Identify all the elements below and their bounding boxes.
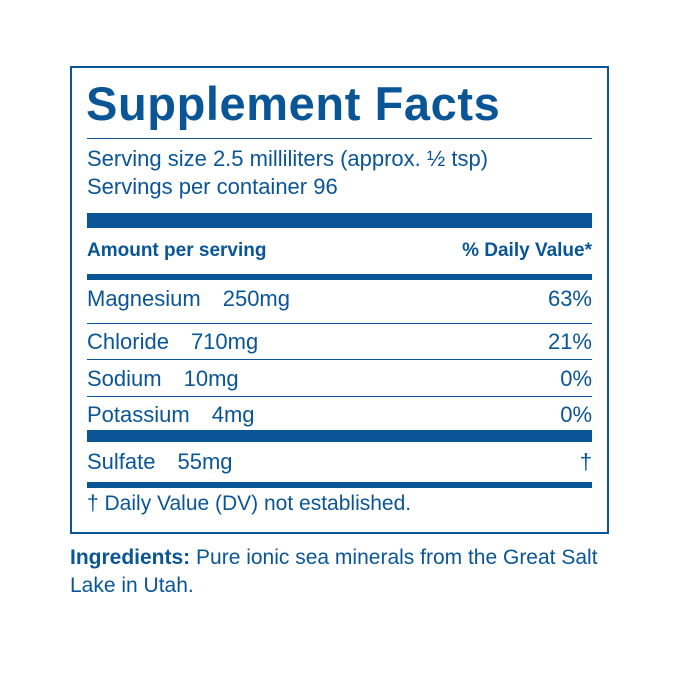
nutrient-amount: 250mg	[222, 286, 290, 311]
nutrient-label: Sulfate 55mg	[87, 448, 233, 476]
nutrient-label: Potassium 4mg	[87, 401, 255, 429]
nutrient-dv: †	[579, 449, 592, 474]
panel-content: Supplement Facts Serving size 2.5 millil…	[86, 68, 592, 532]
title-divider	[87, 138, 592, 139]
nutrient-name: Chloride	[87, 329, 169, 354]
nutrient-amount: 55mg	[177, 449, 233, 474]
footnote-divider	[87, 482, 592, 488]
nutrient-dv: 21%	[547, 329, 592, 354]
nutrient-row-magnesium: Magnesium 250mg 63%	[87, 283, 592, 317]
nutrient-amount: 710mg	[190, 329, 259, 354]
panel-title: Supplement Facts	[86, 77, 501, 130]
nutrient-amount: 4mg	[211, 402, 255, 427]
nutrient-label: Magnesium 250mg	[87, 285, 290, 313]
serving-size: Serving size 2.5 milliliters (approx. ½ …	[87, 146, 489, 171]
nutrient-label: Sodium 10mg	[87, 365, 239, 393]
serving-divider	[87, 213, 592, 228]
nutrient-row-potassium: Potassium 4mg 0%	[87, 399, 592, 433]
row-divider	[87, 323, 592, 324]
daily-value-header: % Daily Value*	[462, 240, 592, 261]
nutrient-amount: 10mg	[183, 366, 239, 391]
nutrient-name: Sodium	[87, 366, 162, 391]
daily-value-footnote: † Daily Value (DV) not established.	[87, 492, 412, 515]
nutrient-dv: 0%	[560, 366, 592, 391]
servings-per-container: Servings per container 96	[87, 174, 338, 199]
supplement-facts-panel: Supplement Facts Serving size 2.5 millil…	[70, 66, 609, 534]
nutrient-name: Potassium	[87, 402, 190, 427]
row-divider	[87, 396, 592, 397]
nutrient-dv: 0%	[560, 402, 592, 427]
nutrient-dv: 63%	[547, 286, 592, 311]
ingredients-text: Pure ionic sea minerals from the Great S…	[70, 546, 598, 597]
row-divider	[87, 359, 592, 360]
ingredients-statement: Ingredients: Pure ionic sea minerals fro…	[70, 544, 630, 600]
column-header-row: Amount per serving % Daily Value*	[87, 236, 592, 266]
ingredients-label: Ingredients:	[70, 546, 191, 569]
nutrient-name: Sulfate	[87, 449, 156, 474]
header-divider	[87, 274, 592, 280]
amount-per-serving-header: Amount per serving	[87, 240, 267, 261]
other-nutrients-divider	[87, 430, 592, 442]
nutrient-name: Magnesium	[87, 286, 201, 311]
nutrient-row-sulfate: Sulfate 55mg †	[87, 446, 592, 480]
nutrient-row-chloride: Chloride 710mg 21%	[87, 326, 592, 360]
nutrient-label: Chloride 710mg	[87, 328, 258, 356]
nutrient-row-sodium: Sodium 10mg 0%	[87, 363, 592, 397]
